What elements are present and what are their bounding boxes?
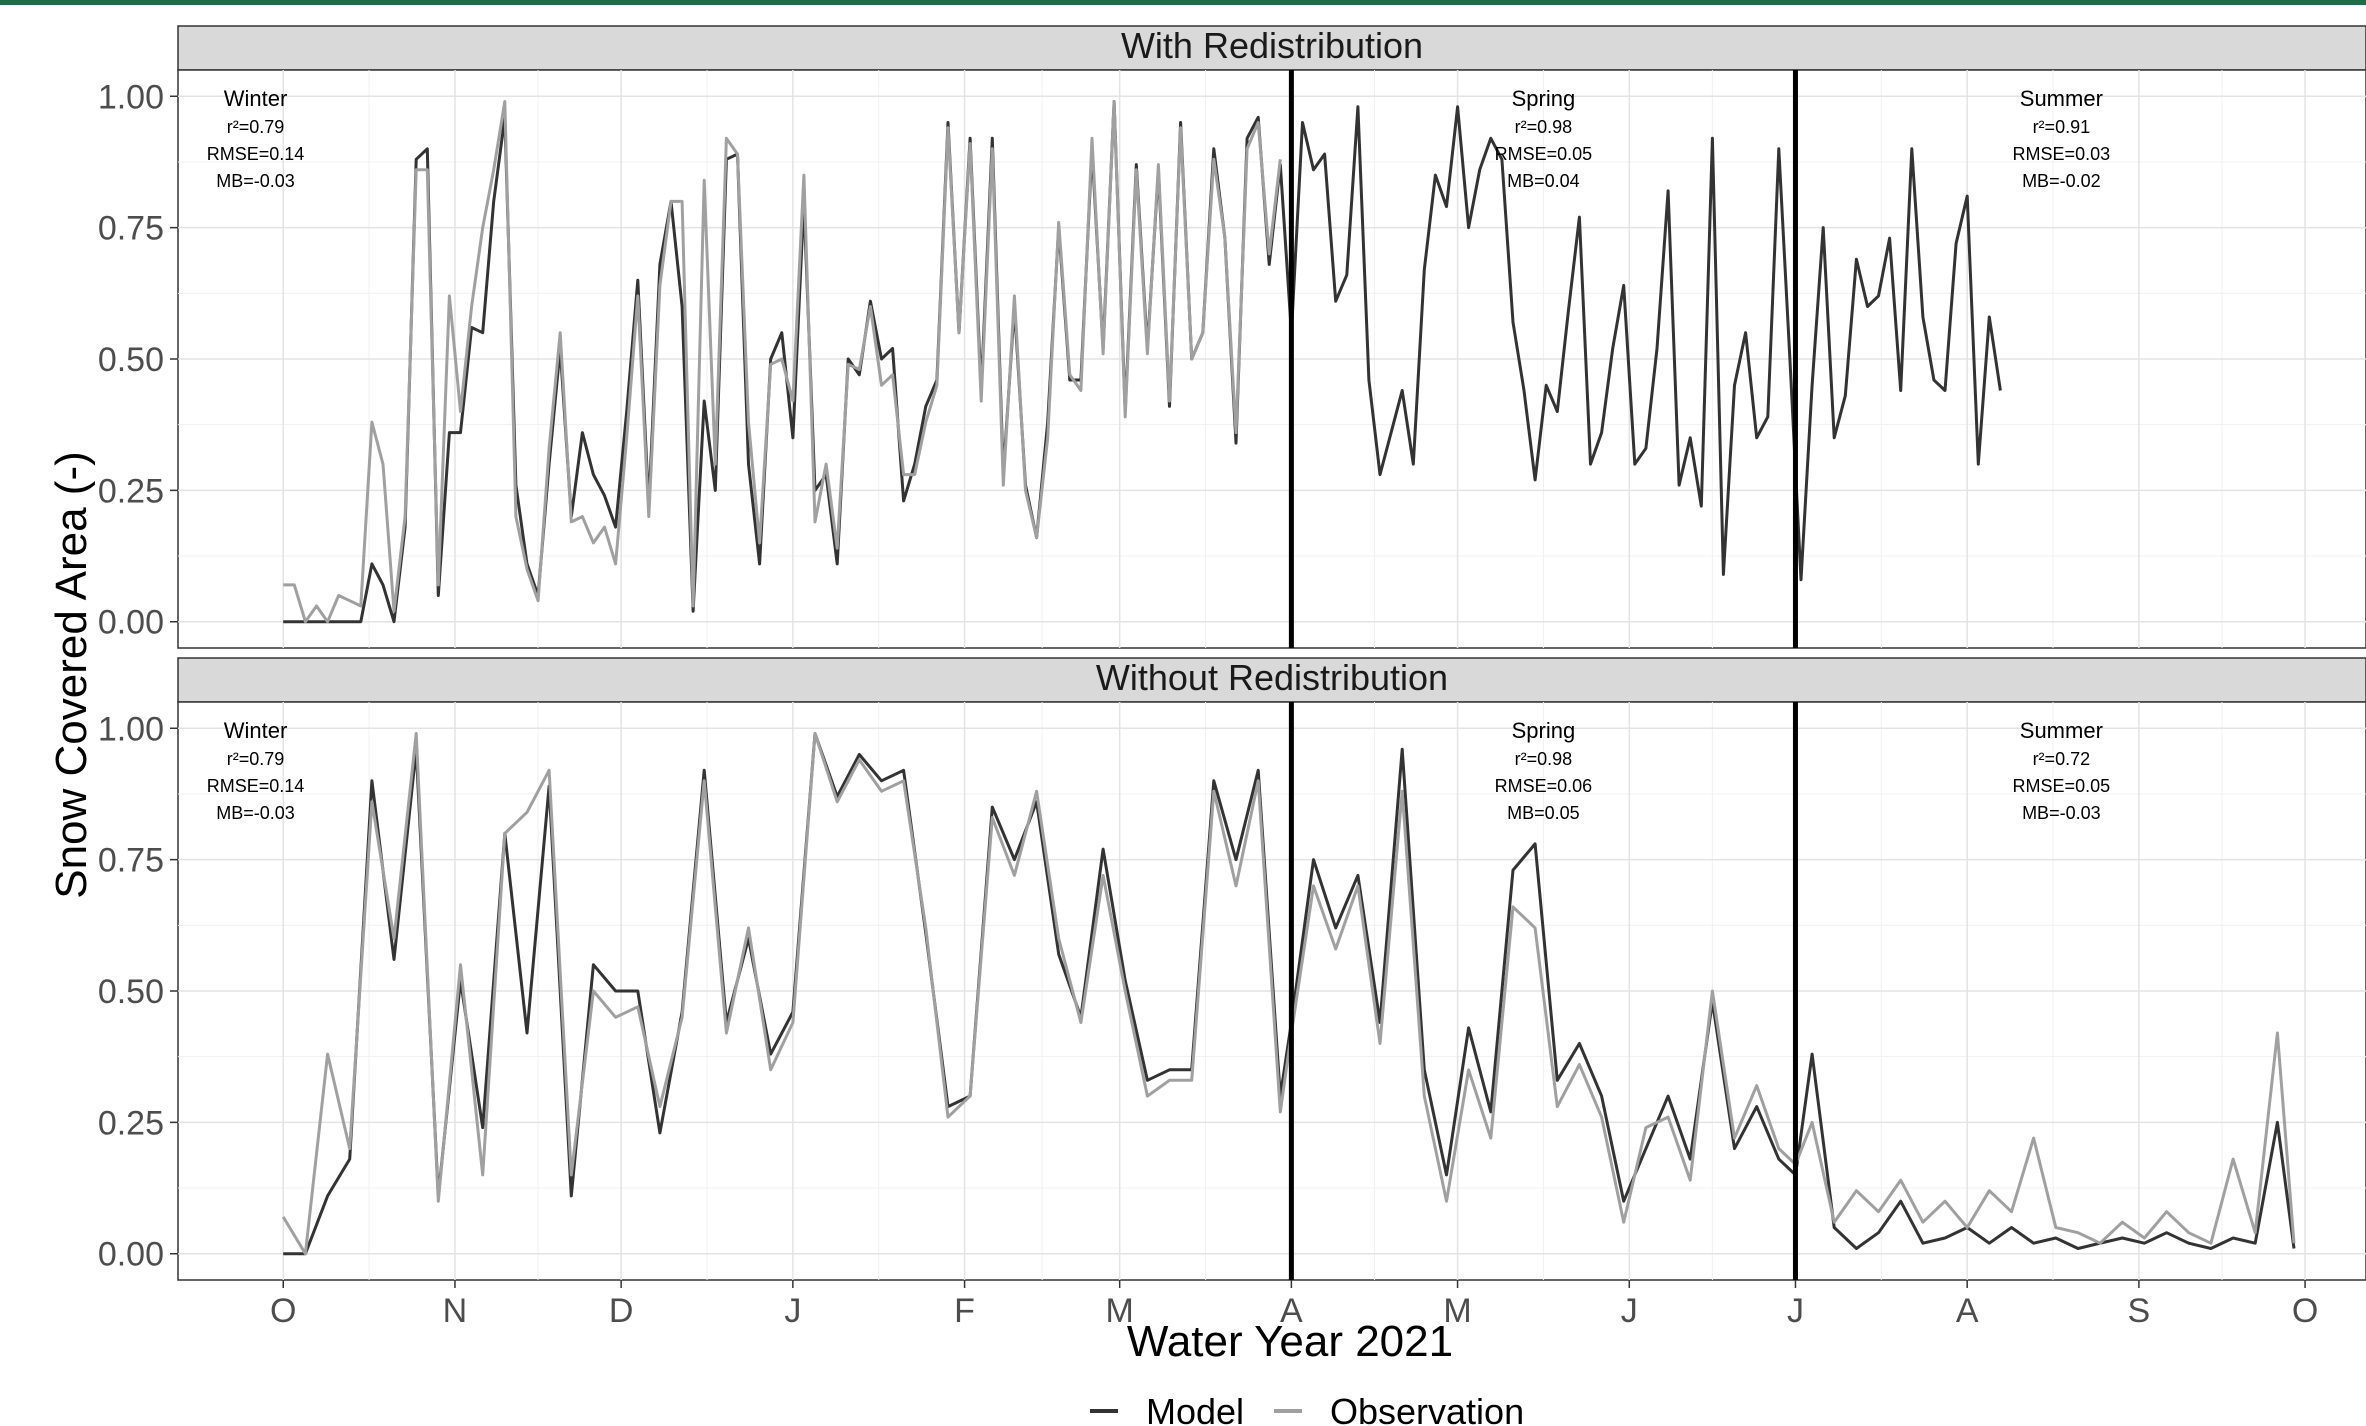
y-tick-label: 0.50 <box>98 973 164 1011</box>
stats-annotation: r²=0.98 <box>1515 749 1573 769</box>
x-tick-label: F <box>954 1292 975 1330</box>
stats-annotation: MB=0.04 <box>1507 171 1580 191</box>
panel-2: Without Redistribution 0.00 0.25 0.50 0.75 1.… <box>98 657 2366 1281</box>
x-tick-label: M <box>1106 1292 1134 1330</box>
stats-annotation: r²=0.98 <box>1515 117 1573 137</box>
stats-annotation: Spring <box>1512 86 1576 111</box>
x-tick-label: D <box>609 1292 634 1330</box>
y-tick-label: 0.50 <box>98 341 164 379</box>
stats-annotation: MB=-0.03 <box>2022 803 2101 823</box>
stats-annotation: RMSE=0.06 <box>1495 776 1593 796</box>
y-tick-label: 0.25 <box>98 1104 164 1142</box>
stats-annotation: r²=0.79 <box>227 749 285 769</box>
legend: Model Observation <box>1090 1391 1524 1426</box>
x-tick-label: N <box>443 1292 468 1330</box>
stats-annotation: RMSE=0.05 <box>2013 776 2111 796</box>
stats-annotation: MB=-0.03 <box>216 171 295 191</box>
x-tick-label: J <box>1621 1292 1638 1330</box>
series-line-observation <box>283 100 1282 624</box>
y-tick-label: 0.25 <box>98 472 164 510</box>
panel-1: With Redistribution 0.00 0.25 0.50 0.75 1.00 W… <box>98 25 2366 649</box>
y-tick-label: 0.75 <box>98 210 164 248</box>
x-tick-label: A <box>1280 1292 1303 1330</box>
panel-title: Without Redistribution <box>1096 657 1448 698</box>
y-tick-label: 0.75 <box>98 842 164 880</box>
x-tick-label: J <box>1787 1292 1804 1330</box>
stats-annotation: RMSE=0.03 <box>2013 144 2111 164</box>
stats-annotation: r²=0.72 <box>2033 749 2091 769</box>
y-tick-label: 1.00 <box>98 78 164 116</box>
stats-annotation: RMSE=0.14 <box>207 776 305 796</box>
x-tick-label: O <box>270 1292 296 1330</box>
stats-annotation: MB=-0.02 <box>2022 171 2101 191</box>
stats-annotation: MB=-0.03 <box>216 803 295 823</box>
x-tick-label: S <box>2128 1292 2151 1330</box>
stats-annotation: Winter <box>224 86 288 111</box>
y-tick-label: 1.00 <box>98 710 164 748</box>
stats-annotation: Summer <box>2020 718 2103 743</box>
legend-label-model: Model <box>1146 1391 1244 1426</box>
stats-annotation: Spring <box>1512 718 1576 743</box>
stats-annotation: MB=0.05 <box>1507 803 1580 823</box>
x-tick-label: J <box>784 1292 801 1330</box>
y-axis-label: Snow Covered Area (-) <box>47 451 96 899</box>
stats-annotation: Summer <box>2020 86 2103 111</box>
x-tick-label: A <box>1956 1292 1979 1330</box>
y-tick-label: 0.00 <box>98 1236 164 1274</box>
x-tick-label: M <box>1443 1292 1471 1330</box>
top-accent-bar <box>0 0 2366 5</box>
y-tick-label: 0.00 <box>98 604 164 642</box>
x-tick-label: O <box>2292 1292 2318 1330</box>
stats-annotation: r²=0.79 <box>227 117 285 137</box>
stats-annotation: Winter <box>224 718 288 743</box>
x-axis-label: Water Year 2021 <box>1127 1317 1453 1366</box>
stats-annotation: RMSE=0.14 <box>207 144 305 164</box>
legend-label-observation: Observation <box>1330 1391 1524 1426</box>
stats-annotation: r²=0.91 <box>2033 117 2091 137</box>
panel-title: With Redistribution <box>1121 25 1423 66</box>
stats-annotation: RMSE=0.05 <box>1495 144 1593 164</box>
panel-strip <box>177 25 2366 71</box>
